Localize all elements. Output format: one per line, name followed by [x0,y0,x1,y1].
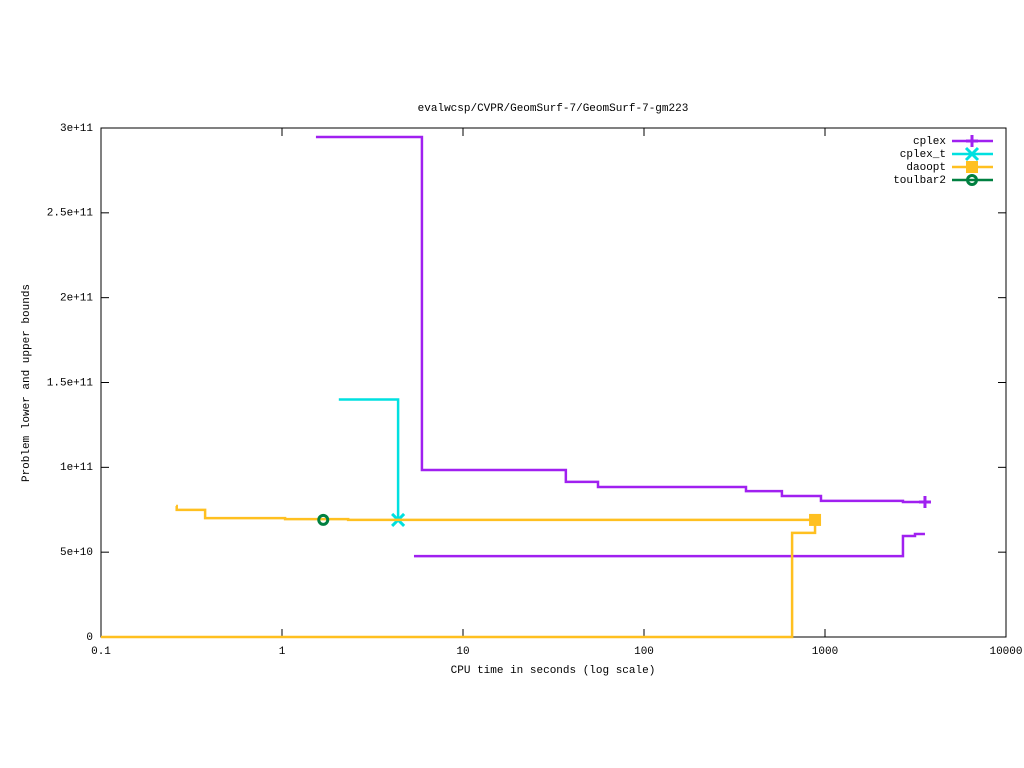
y-tick-label: 1.5e+11 [47,377,94,389]
legend-label: toulbar2 [893,175,946,187]
marker [964,146,980,162]
y-tick-label: 2.5e+11 [47,208,94,220]
x-axis-label: CPU time in seconds (log scale) [451,665,656,677]
x-tick-label: 100 [634,646,654,658]
marker [966,161,978,173]
x-tick-label: 1 [279,646,286,658]
series-line [338,398,400,520]
marker [809,513,822,526]
series-line [101,504,817,639]
y-tick-label: 0 [86,632,93,644]
plot-border [100,127,1007,638]
marker [317,513,330,526]
y-tick-label: 3e+11 [60,123,93,135]
x-tick-label: 10 [456,646,469,658]
y-axis-label: Problem lower and upper bounds [21,284,33,482]
x-tick-label: 1000 [812,646,838,658]
legend-label: cplex [913,136,946,148]
legend-label: daoopt [906,162,946,174]
legend-label: cplex_t [900,149,946,161]
marker [966,135,978,147]
chart-title: evalwcsp/CVPR/GeomSurf-7/GeomSurf-7-gm22… [418,103,689,115]
marker [966,174,978,186]
x-tick-label: 10000 [989,646,1022,658]
x-tick-label: 0.1 [91,646,111,658]
y-tick-label: 2e+11 [60,293,93,305]
y-tick-label: 5e+10 [60,547,93,559]
y-tick-label: 1e+11 [60,462,93,474]
series-line [315,135,925,558]
marker [918,495,931,508]
